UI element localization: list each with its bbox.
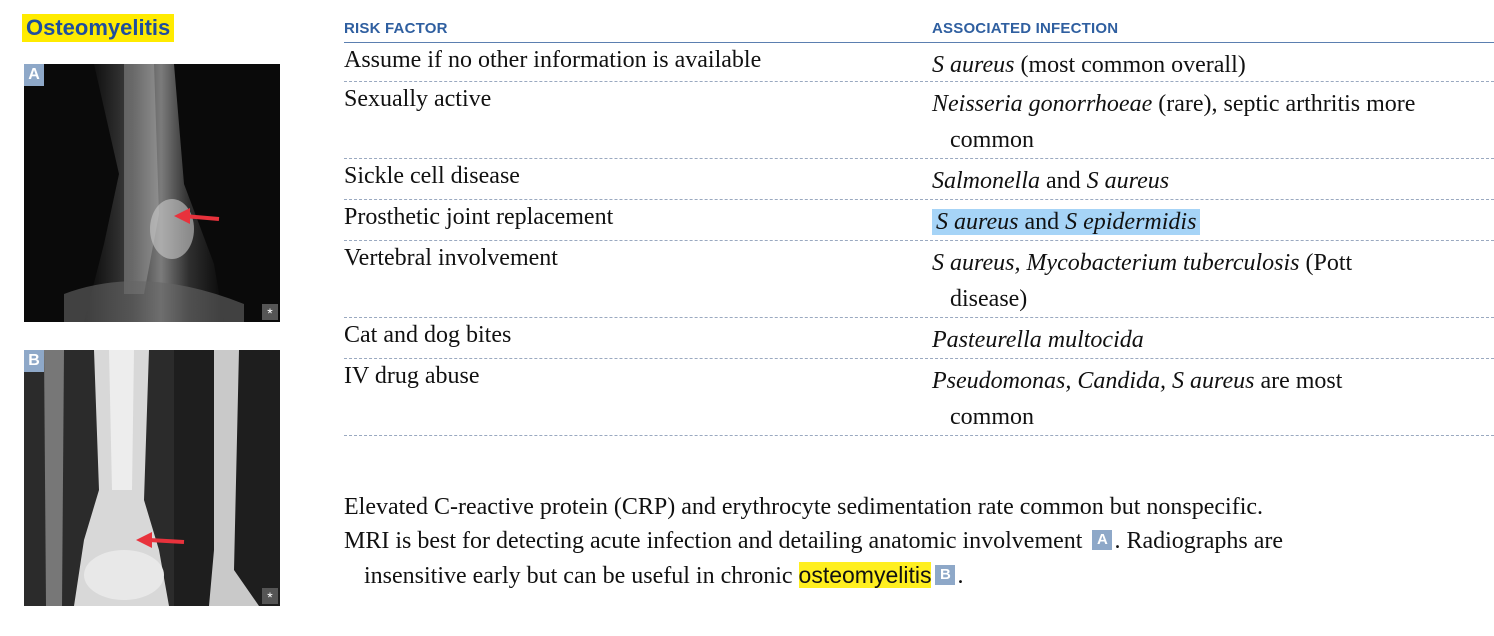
risk-cell: IV drug abuse — [344, 363, 480, 389]
table-row: Prosthetic joint replacement S aureus an… — [344, 200, 1494, 241]
infection-cell: S aureus and S epidermidis — [932, 204, 1492, 240]
infection-cell: Pseudomonas, Candida, S aureus are most … — [932, 368, 1343, 430]
highlighted-text: S aureus and S epidermidis — [932, 209, 1201, 235]
risk-cell: Cat and dog bites — [344, 322, 512, 348]
table-row: Sickle cell disease Salmonella and S aur… — [344, 159, 1494, 200]
table-row: IV drug abuse Pseudomonas, Candida, S au… — [344, 359, 1494, 436]
risk-factor-table: RISK FACTOR ASSOCIATED INFECTION Assume … — [344, 18, 1494, 436]
header-associated-infection: ASSOCIATED INFECTION — [932, 20, 1119, 37]
risk-cell: Sickle cell disease — [344, 163, 520, 189]
topic-title: Osteomyelitis — [22, 14, 175, 42]
image-label-a: A — [24, 64, 44, 86]
note-line: insensitive early but can be useful in c… — [364, 562, 964, 589]
table-row: Sexually active Neisseria gonorrhoeae (r… — [344, 82, 1494, 159]
radiograph-image-b: B * — [24, 350, 280, 606]
risk-cell: Assume if no other information is availa… — [344, 47, 762, 73]
highlighted-keyword: osteomyelitis — [798, 562, 932, 588]
notes-paragraph: Elevated C-reactive protein (CRP) and er… — [344, 490, 1484, 593]
note-line: MRI is best for detecting acute infectio… — [344, 528, 1284, 554]
note-line: Elevated C-reactive protein (CRP) and er… — [344, 494, 1264, 520]
risk-cell: Prosthetic joint replacement — [344, 204, 614, 230]
image-ref-b: B — [935, 565, 956, 586]
mri-illustration — [24, 64, 280, 322]
asterisk-icon: * — [262, 304, 278, 321]
radiograph-illustration — [24, 350, 280, 606]
infection-cell: Salmonella and S aureus — [932, 168, 1170, 194]
infection-cell: S aureus (most common overall) — [932, 52, 1246, 78]
infection-cell: S aureus, Mycobacterium tuberculosis (Po… — [932, 250, 1353, 312]
table-header: RISK FACTOR ASSOCIATED INFECTION — [344, 18, 1494, 43]
asterisk-icon: * — [262, 588, 278, 605]
mri-image-a: A * — [24, 64, 280, 322]
table-row: Assume if no other information is availa… — [344, 43, 1494, 82]
table-row: Cat and dog bites Pasteurella multocida — [344, 318, 1494, 359]
image-label-b: B — [24, 350, 44, 372]
risk-cell: Sexually active — [344, 86, 492, 112]
infection-cell: Pasteurella multocida — [932, 327, 1144, 353]
table-row: Vertebral involvement S aureus, Mycobact… — [344, 241, 1494, 318]
image-ref-a: A — [1092, 530, 1113, 551]
risk-cell: Vertebral involvement — [344, 245, 558, 271]
infection-cell: Neisseria gonorrhoeae (rare), septic art… — [932, 91, 1416, 153]
header-risk-factor: RISK FACTOR — [344, 20, 448, 37]
